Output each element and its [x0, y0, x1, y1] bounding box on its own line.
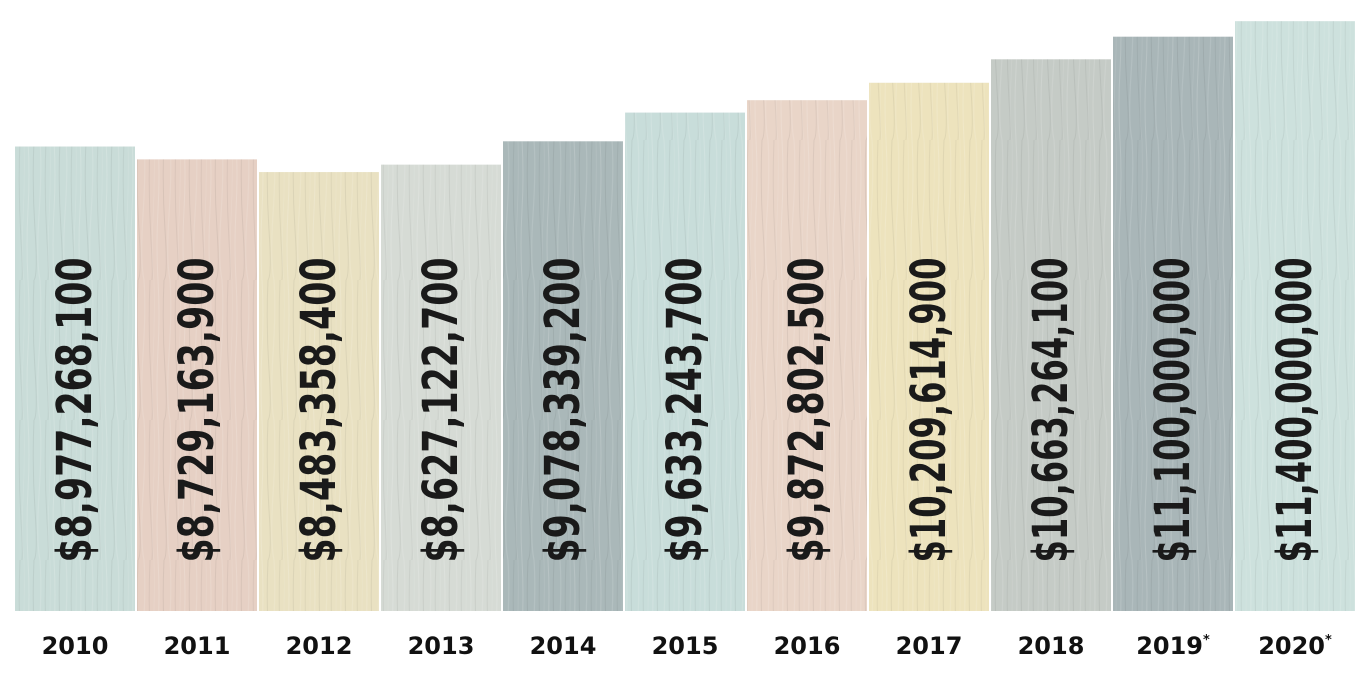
bar-texture-2015 [625, 112, 745, 611]
bar-texture-2012 [259, 172, 379, 611]
x-tick-label-2017: 2017 [896, 632, 963, 660]
bar-texture-2019 [1113, 36, 1233, 611]
bar-texture-2014 [503, 141, 623, 611]
bar-value-label-2010: $8,977,268,100 [47, 258, 103, 563]
bar-texture-2017 [869, 82, 989, 611]
bar-value-label-2018: $10,663,264,100 [1023, 258, 1079, 563]
bar-value-label-2020: $11,400,000,000 [1267, 258, 1323, 563]
bar-value-label-2016: $9,872,802,500 [779, 258, 835, 563]
bar-value-label-2013: $8,627,122,700 [413, 258, 469, 563]
x-tick-label-2011: 2011 [164, 632, 231, 660]
x-tick-label-2010: 2010 [42, 632, 109, 660]
bar-value-label-2011: $8,729,163,900 [169, 258, 225, 563]
x-tick-label-2014: 2014 [530, 632, 597, 660]
bar-texture-2018 [991, 59, 1111, 611]
x-tick-label-2015: 2015 [652, 632, 719, 660]
x-tick-label-2020: 2020* [1258, 632, 1332, 660]
x-tick-label-2016: 2016 [774, 632, 841, 660]
bar-value-label-2017: $10,209,614,900 [901, 258, 957, 563]
bar-value-label-2019: $11,100,000,000 [1145, 258, 1201, 563]
bar-texture-2020 [1235, 21, 1355, 612]
bar-texture-2013 [381, 164, 501, 611]
bar-texture-2016 [747, 100, 867, 611]
bar-texture-2010 [15, 146, 135, 611]
bar-value-label-2012: $8,483,358,400 [291, 258, 347, 563]
bar-value-label-2014: $9,078,339,200 [535, 258, 591, 563]
bar-value-label-2015: $9,633,243,700 [657, 258, 713, 563]
x-tick-label-2019: 2019* [1136, 632, 1210, 660]
x-tick-label-2012: 2012 [286, 632, 353, 660]
bar-texture-2011 [137, 159, 257, 611]
x-tick-label-2018: 2018 [1018, 632, 1085, 660]
x-tick-label-2013: 2013 [408, 632, 475, 660]
